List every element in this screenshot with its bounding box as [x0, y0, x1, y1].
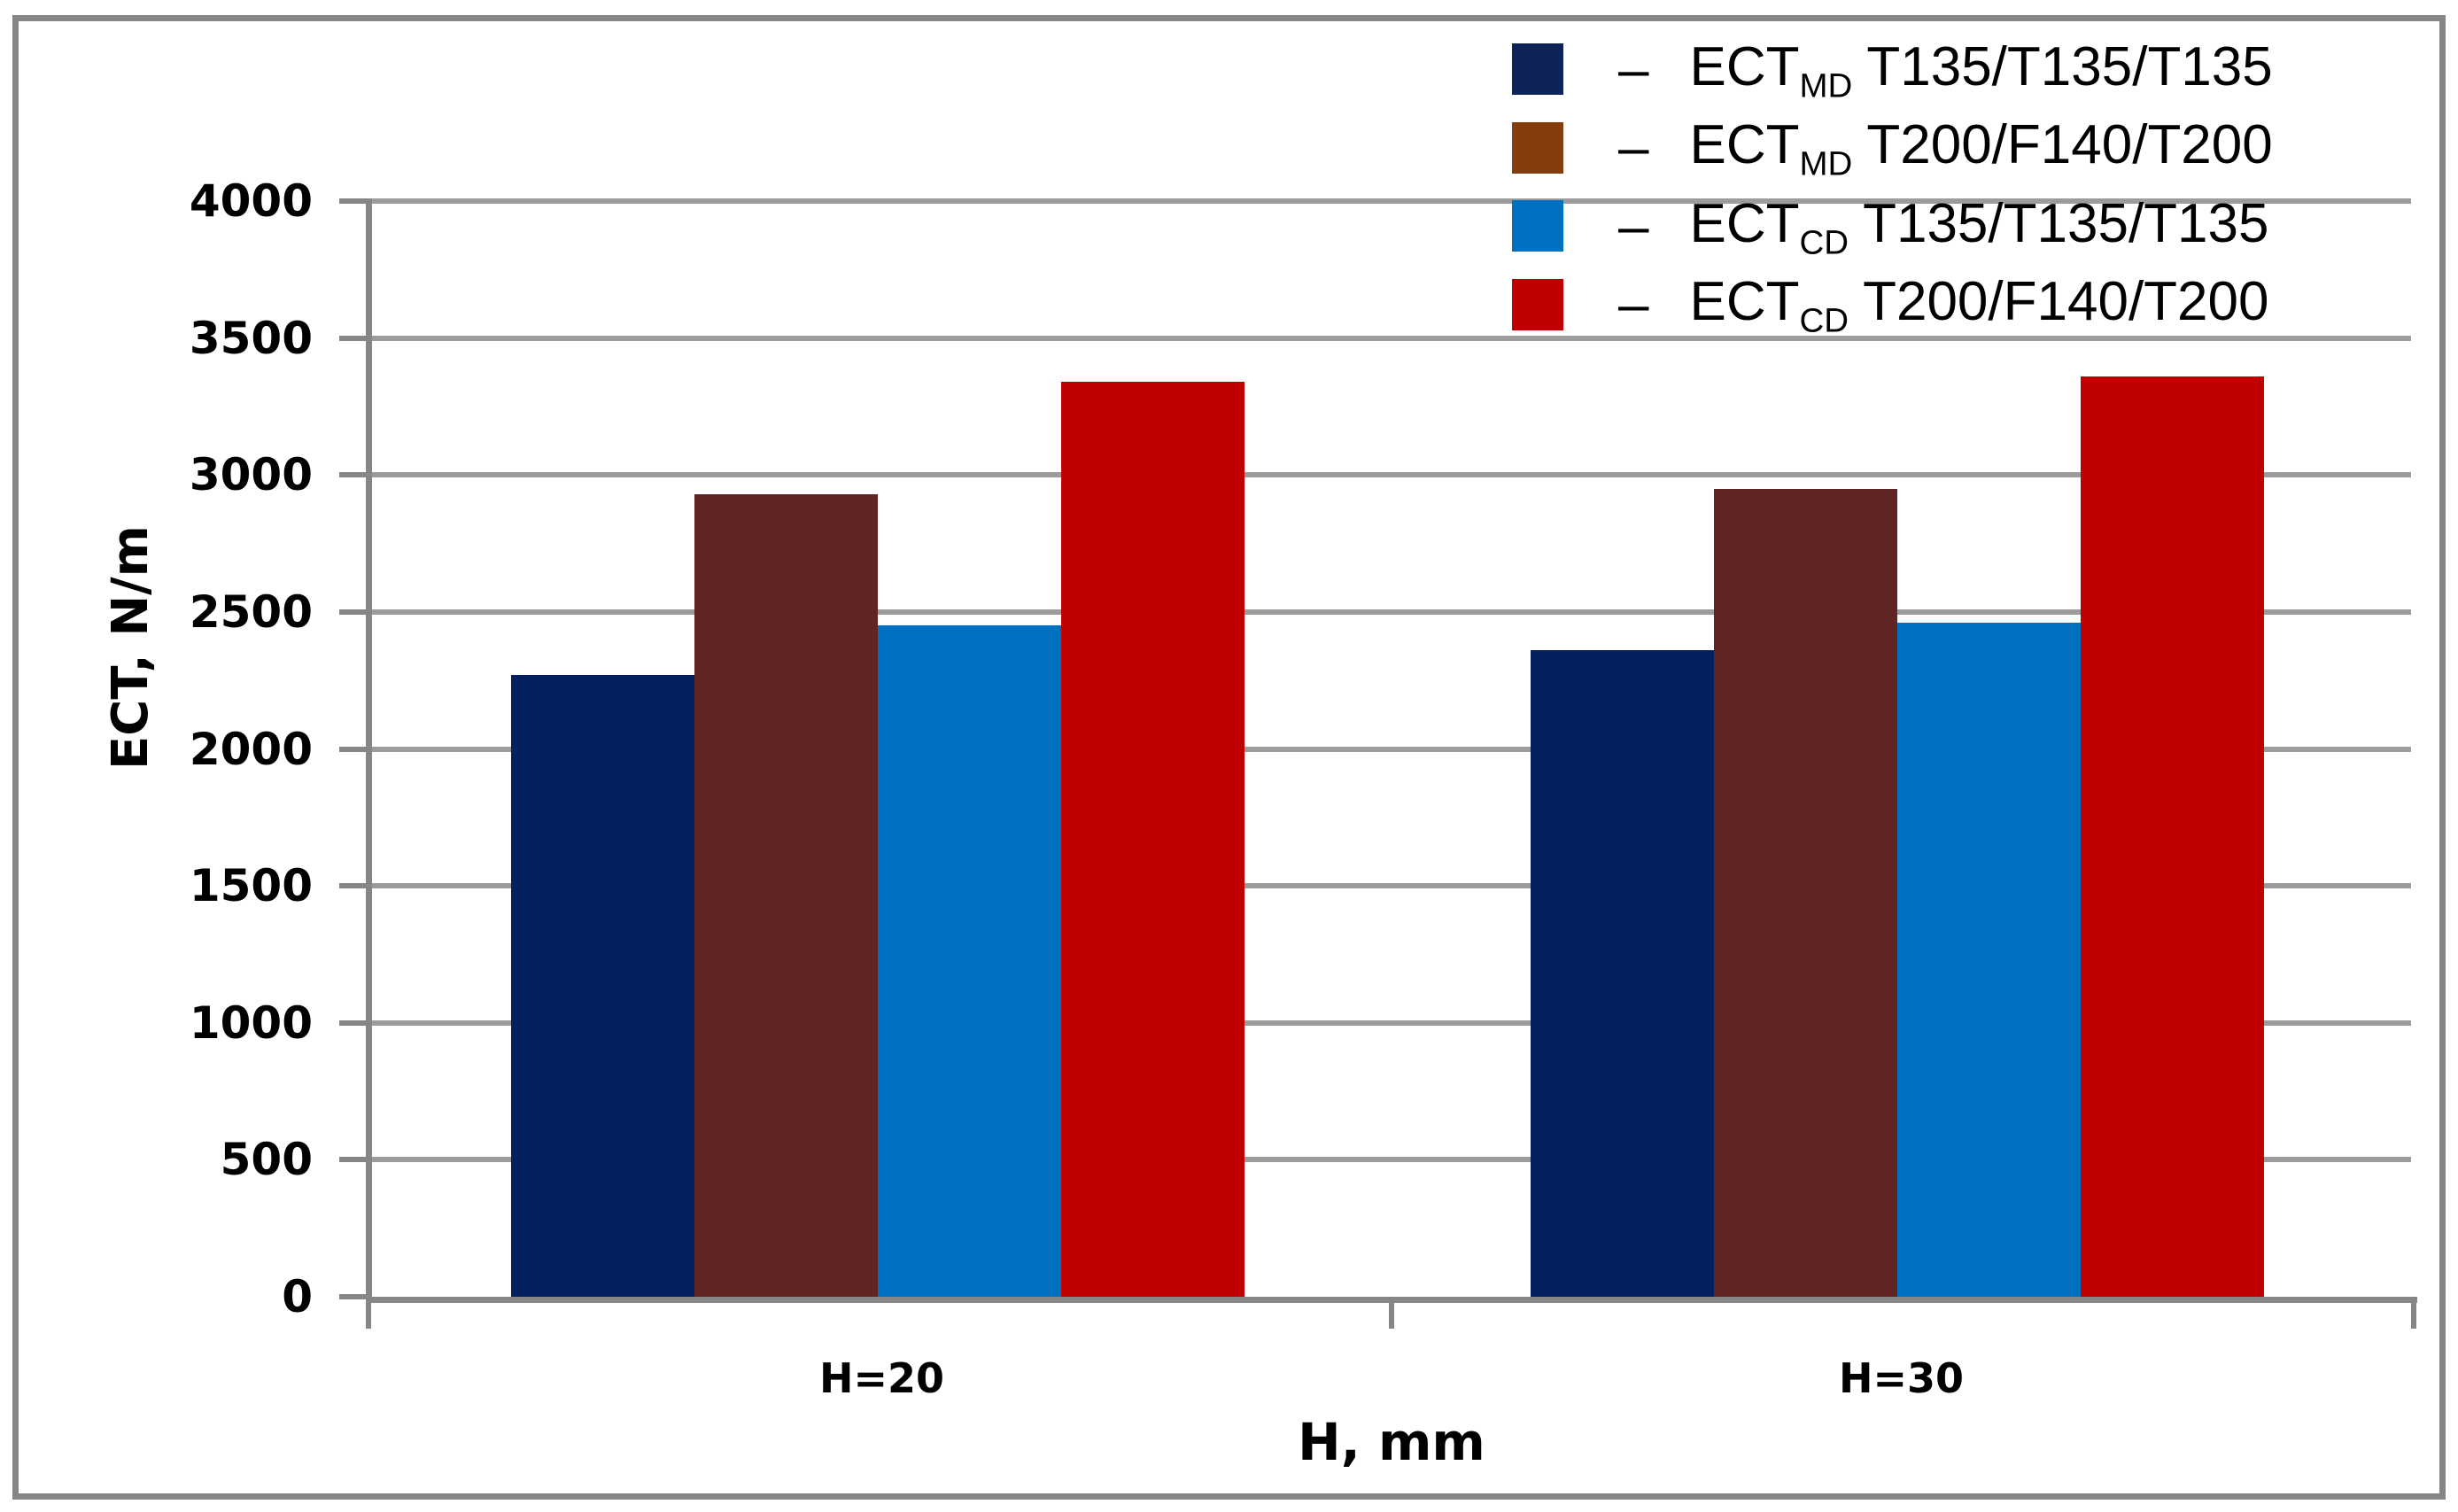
legend-swatch-4: [1512, 278, 1563, 330]
gridline-500: [372, 1157, 2411, 1163]
legend-dash: –: [1618, 195, 1649, 257]
bar-H30-series1: [1531, 650, 1714, 1297]
legend-dash: –: [1618, 274, 1649, 335]
x-tick-1: [1389, 1297, 1394, 1329]
legend-swatch-3: [1512, 200, 1563, 252]
legend-series-label: ECTMD T135/T135/T135: [1689, 35, 2273, 105]
legend-item-2: – ECTMD T200/F140/T200: [1512, 114, 2273, 181]
bar-H20-series1: [511, 675, 694, 1297]
gridline-2000: [372, 746, 2411, 752]
legend-series-label: ECTCD T135/T135/T135: [1689, 192, 2269, 261]
bar-H30-series4: [2081, 376, 2264, 1297]
gridline-4000: [372, 198, 2411, 204]
x-tick-2: [2411, 1297, 2416, 1329]
y-tick-label-1000: 1000: [189, 996, 313, 1049]
gridline-3000: [372, 472, 2411, 478]
y-tick-label-4000: 4000: [189, 175, 313, 227]
legend-dash: –: [1618, 38, 1649, 100]
y-tick-4000: [339, 198, 366, 204]
y-tick-2500: [339, 609, 366, 615]
legend-swatch-1: [1512, 43, 1563, 95]
y-tick-500: [339, 1157, 366, 1163]
legend-item-3: – ECTCD T135/T135/T135: [1512, 193, 2269, 260]
legend-swatch-2: [1512, 121, 1563, 174]
bar-H30-series3: [1897, 623, 2081, 1297]
bar-H20-series2: [694, 493, 878, 1297]
y-axis-line: [366, 198, 372, 1303]
y-tick-3000: [339, 472, 366, 478]
x-category-label-2: H=30: [1838, 1354, 1965, 1402]
gridline-2500: [372, 609, 2411, 615]
y-tick-label-2500: 2500: [189, 585, 313, 638]
y-tick-label-1500: 1500: [189, 860, 313, 912]
y-tick-2000: [339, 746, 366, 752]
legend-series-label: ECTMD T200/F140/T200: [1689, 114, 2273, 183]
bar-H20-series4: [1061, 382, 1245, 1297]
legend-item-1: – ECTMD T135/T135/T135: [1512, 36, 2273, 103]
y-tick-1500: [339, 883, 366, 889]
y-tick-3500: [339, 335, 366, 341]
bar-H20-series3: [878, 625, 1061, 1297]
y-tick-label-0: 0: [282, 1271, 313, 1322]
legend-item-4: – ECTCD T200/F140/T200: [1512, 271, 2269, 337]
y-tick-0: [339, 1294, 366, 1299]
y-axis-title: ECT, N/m: [102, 525, 159, 771]
y-tick-label-3500: 3500: [189, 312, 313, 364]
bar-H30-series2: [1714, 488, 1897, 1297]
y-tick-label-500: 500: [220, 1134, 313, 1186]
x-tick-0: [366, 1297, 371, 1329]
y-tick-1000: [339, 1020, 366, 1026]
y-tick-label-2000: 2000: [189, 723, 313, 775]
legend-dash: –: [1618, 117, 1649, 178]
legend-series-label: ECTCD T200/F140/T200: [1689, 271, 2269, 340]
chart-border: [12, 15, 2446, 1500]
x-axis-title: H, mm: [1298, 1412, 1485, 1472]
gridline-1000: [372, 1020, 2411, 1026]
gridline-1500: [372, 883, 2411, 889]
gridline-3500: [372, 335, 2411, 341]
y-tick-label-3000: 3000: [189, 449, 313, 501]
x-category-label-1: H=20: [818, 1354, 945, 1402]
